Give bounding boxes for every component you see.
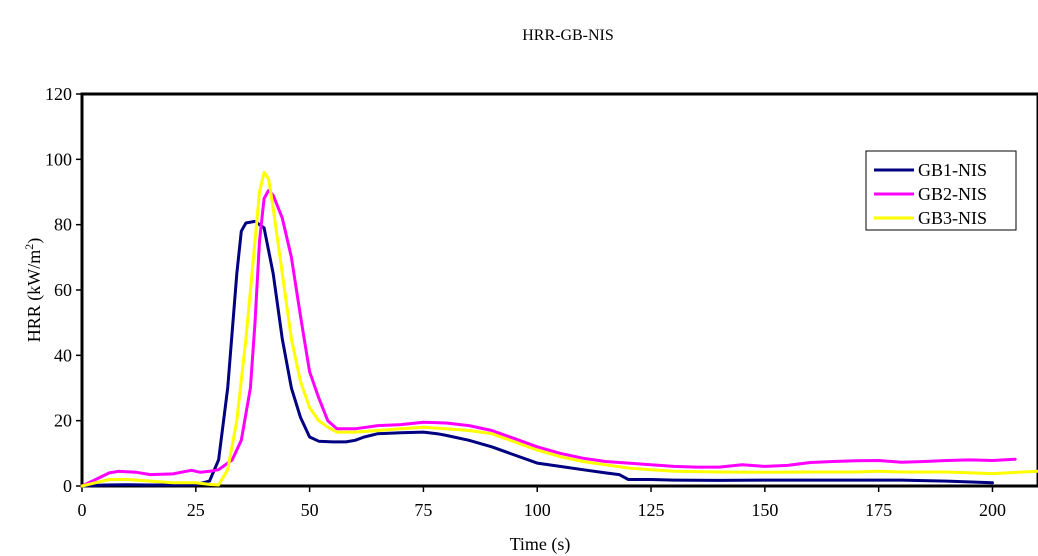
series-lines [80,170,1038,488]
y-axis-label-main: HRR (kW/m [24,250,45,343]
y-axis-ticks: 0 20 40 60 80 100 120 [45,84,82,496]
y-axis-label: HRR (kW/m2) [22,238,45,343]
x-tick-label: 50 [301,500,319,520]
x-axis-ticks: 0 25 50 75 100 125 150 175 200 [78,486,1006,520]
x-tick-label: 75 [414,500,432,520]
y-axis-label-suffix: ) [24,238,45,244]
x-tick-label: 200 [979,500,1006,520]
series-line-gb2-nis [80,188,1017,488]
x-tick-label: 25 [187,500,205,520]
y-tick-label: 20 [54,411,72,431]
x-tick-label: 150 [751,500,778,520]
y-tick-label: 80 [54,215,72,235]
chart-title: HRR-GB-NIS [522,27,614,44]
series-line-gb3-nis [80,170,1038,488]
legend-label-gb1-nis: GB1-NIS [918,160,987,180]
legend-label-gb2-nis: GB2-NIS [918,184,987,204]
legend-label-gb3-nis: GB3-NIS [918,208,987,228]
y-axis-label-superscript: 2 [22,244,36,250]
x-tick-label: 175 [865,500,892,520]
y-tick-label: 120 [45,84,72,104]
y-tick-label: 0 [63,476,72,496]
x-tick-label: 100 [524,500,551,520]
y-tick-label: 100 [45,149,72,169]
y-tick-label: 40 [54,345,72,365]
x-tick-label: 0 [78,500,87,520]
x-tick-label: 125 [638,500,665,520]
y-tick-label: 60 [54,280,72,300]
x-axis-label: Time (s) [510,534,571,555]
series-line-gb1-nis [80,219,994,488]
legend: GB1-NIS GB2-NIS GB3-NIS [865,150,1017,231]
